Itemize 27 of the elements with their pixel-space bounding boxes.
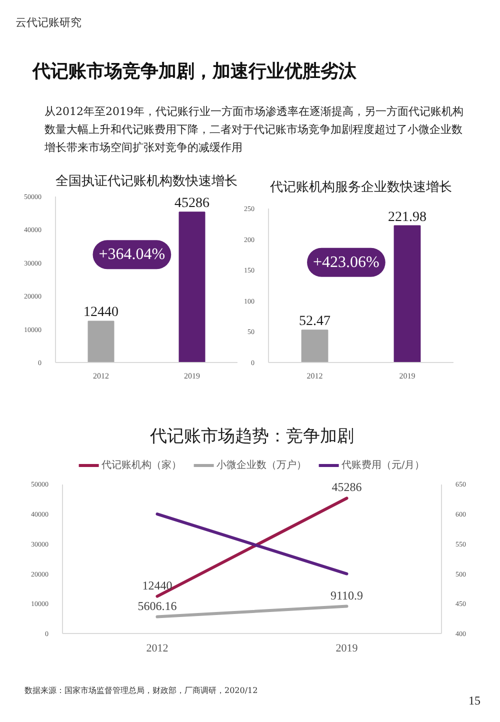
data-label: 12440 [142, 578, 172, 592]
data-label: 12440 [84, 305, 118, 320]
data-label: 52.47 [299, 314, 330, 330]
x-tick-label: 2019 [399, 372, 416, 380]
text: 代记账市场竞争加剧，加速行业优胜劣汰 [32, 61, 358, 82]
legend-label: 代账费用（元/月） [341, 458, 425, 472]
text: 15 [468, 694, 480, 708]
data-label: 45286 [174, 196, 210, 212]
data-label: 9110.9 [330, 588, 364, 602]
data-label: 45286 [332, 480, 362, 494]
chart-title: 全国执证代记账机构数快速增长 [56, 174, 238, 189]
x-tick-label: 2019 [336, 642, 358, 654]
legend-label: 代记账机构（家） [101, 458, 182, 472]
chart-title: 代记账机构服务企业数快速增长 [269, 180, 452, 195]
text: 从2012年至2019年，代记账行业一方面市场渗透率在逐渐提高，另一方面代记账机构数量大幅上升和代记账费用下降，二者对于代记账市场竞争加剧程度超过了小微企业数增长带来市场空间扩张对竞争的减缓作用 [44, 105, 464, 154]
source-note: 数据来源：国家市场监督管理总局，财政部，厂商调研，2020/12 [24, 686, 258, 695]
legend-label: 小微企业数（万户） [216, 458, 306, 472]
text: 云代记账研究 [16, 16, 82, 29]
data-label: 5606.16 [138, 598, 177, 613]
data-label: 221.98 [388, 210, 426, 225]
x-tick-label: 2012 [93, 372, 109, 380]
chart-title: 代记账市场趋势：竞争加剧 [149, 426, 354, 446]
x-tick-label: 2019 [184, 372, 200, 380]
x-tick-label: 2012 [306, 372, 323, 380]
annotation: +364.04% [98, 246, 166, 264]
x-tick-label: 2012 [146, 642, 168, 654]
annotation: +423.06% [313, 254, 380, 271]
